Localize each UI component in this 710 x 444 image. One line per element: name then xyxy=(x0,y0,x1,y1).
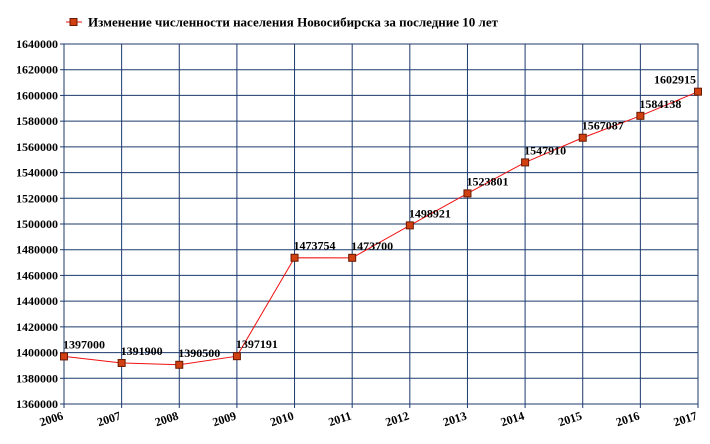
data-label: 1584138 xyxy=(639,97,681,111)
series-line xyxy=(63,91,699,366)
y-tick-label: 1500000 xyxy=(16,217,58,231)
y-tick-label: 1560000 xyxy=(16,140,58,154)
y-tick-label: 1520000 xyxy=(16,191,58,205)
data-series: 1397000 1391900 1390500 1397191 1473754 14737… xyxy=(60,73,702,369)
data-point xyxy=(405,221,414,230)
data-label: 1473700 xyxy=(351,239,393,253)
x-tick-label: 2016 xyxy=(614,409,641,430)
y-tick-label: 1640000 xyxy=(16,37,58,51)
data-label: 1602915 xyxy=(654,73,696,87)
y-tick-label: 1580000 xyxy=(16,114,58,128)
data-label: 1567087 xyxy=(582,119,624,133)
y-axis: 1360000 1380000 1400000 1420000 1440000 14600… xyxy=(16,37,64,411)
y-tick-label: 1360000 xyxy=(16,397,58,411)
data-label: 1523801 xyxy=(466,174,508,188)
x-tick-label: 2007 xyxy=(95,409,122,430)
x-axis: 2006 2007 2008 2009 2010 2011 2012 2013 2014 2015… xyxy=(38,404,699,429)
data-point xyxy=(694,87,702,96)
data-point xyxy=(348,253,357,262)
data-label: 1397191 xyxy=(236,337,278,351)
grid xyxy=(63,43,699,405)
y-tick-label: 1480000 xyxy=(16,243,58,257)
x-tick-label: 2014 xyxy=(499,409,526,430)
data-point xyxy=(60,352,68,361)
data-point xyxy=(232,352,241,361)
y-tick-label: 1620000 xyxy=(16,63,58,77)
y-tick-label: 1440000 xyxy=(16,294,58,308)
x-tick-label: 2009 xyxy=(211,409,238,430)
data-label: 1390500 xyxy=(178,346,220,360)
data-point xyxy=(290,253,299,262)
x-tick-label: 2012 xyxy=(384,409,411,430)
x-tick-label: 2013 xyxy=(441,409,468,430)
x-tick-label: 2010 xyxy=(268,409,295,430)
y-tick-label: 1540000 xyxy=(16,166,58,180)
data-point xyxy=(636,111,645,120)
data-point xyxy=(463,189,472,198)
x-tick-label: 2017 xyxy=(672,409,699,430)
data-point xyxy=(578,133,587,142)
x-tick-label: 2011 xyxy=(327,409,354,430)
y-tick-label: 1400000 xyxy=(16,346,58,360)
data-point xyxy=(521,158,530,167)
data-label: 1547910 xyxy=(524,143,566,157)
y-tick-label: 1600000 xyxy=(16,88,58,102)
data-label: 1391900 xyxy=(121,344,163,358)
y-tick-label: 1420000 xyxy=(16,320,58,334)
legend-label: Изменение численности населения Новосиби… xyxy=(88,15,499,30)
y-tick-label: 1380000 xyxy=(16,371,58,385)
x-tick-label: 2015 xyxy=(557,409,584,430)
data-label: 1473754 xyxy=(294,239,336,253)
x-tick-label: 2006 xyxy=(38,409,65,430)
legend-marker xyxy=(69,18,78,26)
y-tick-label: 1460000 xyxy=(16,268,58,282)
data-point xyxy=(175,360,184,369)
data-label: 1397000 xyxy=(63,337,105,351)
legend: Изменение численности населения Новосиби… xyxy=(66,15,499,30)
x-tick-label: 2008 xyxy=(153,409,180,430)
data-label: 1498921 xyxy=(409,206,451,220)
data-point xyxy=(117,358,126,367)
